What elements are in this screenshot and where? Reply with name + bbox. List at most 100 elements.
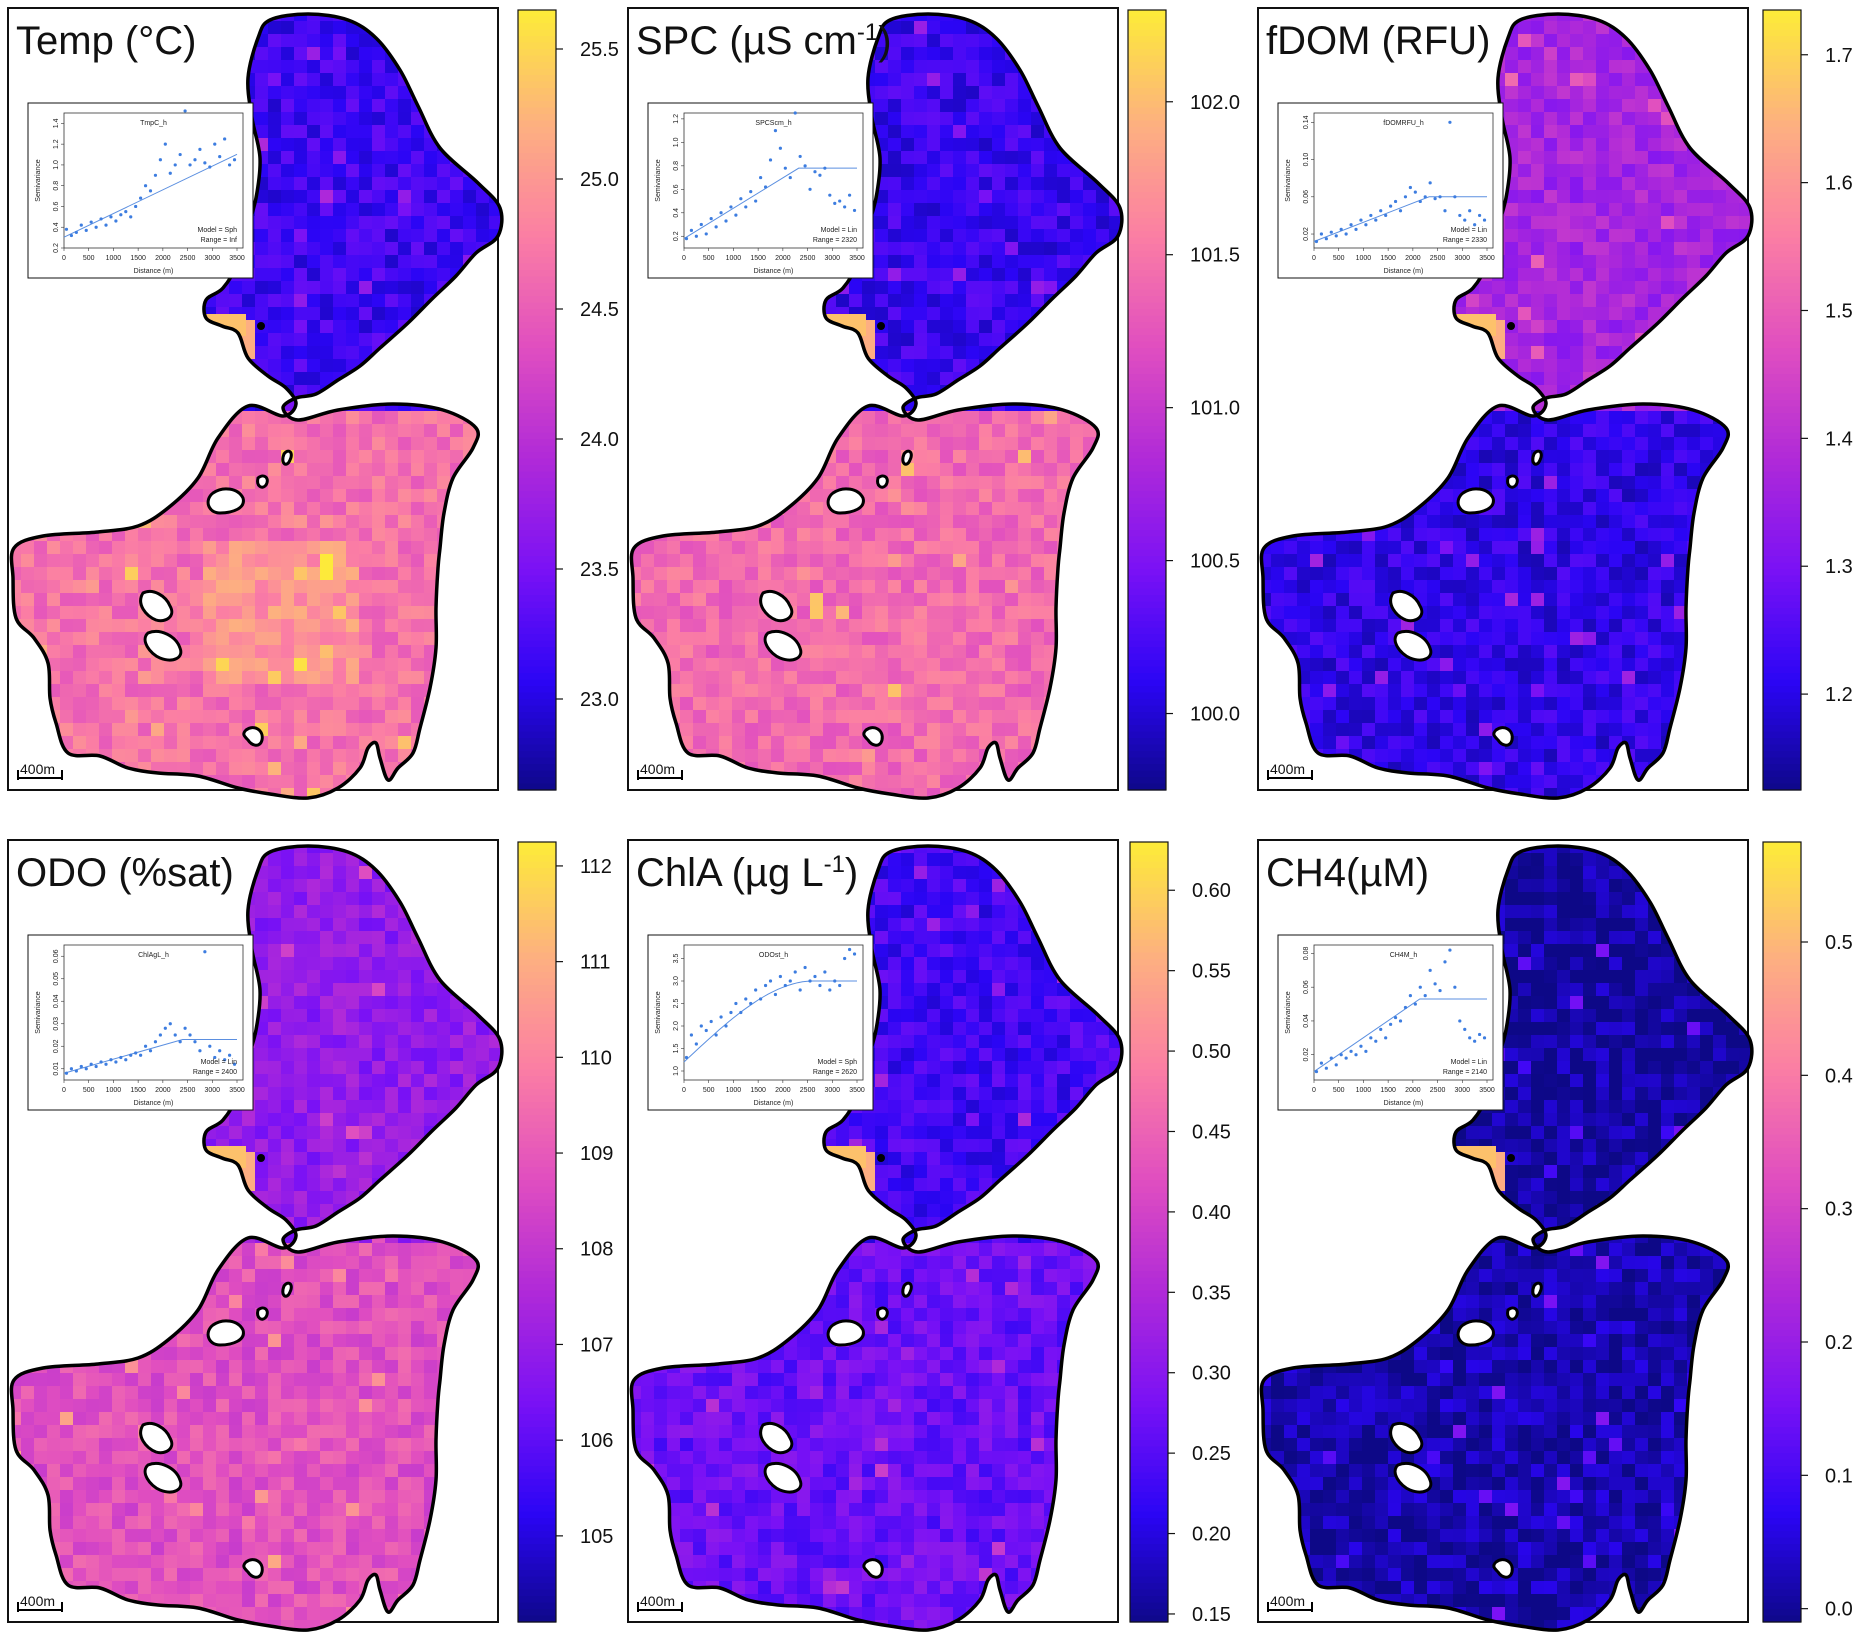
variogram-point: [129, 215, 133, 219]
variogram-point: [773, 129, 778, 133]
variogram-point: [188, 163, 192, 167]
scale-bar: 400m: [17, 761, 63, 780]
variogram-xtick: 3500: [1479, 255, 1495, 262]
variogram-name: CH4M_h: [1390, 952, 1418, 959]
variogram-point: [64, 1071, 69, 1075]
colorbar-tick-label: 0.40: [1192, 1202, 1231, 1224]
variogram-point: [148, 1049, 153, 1053]
variogram-point: [739, 197, 743, 201]
variogram-point: [84, 228, 88, 232]
map-panel-chla: ChlA (µg L-1) 400m ODOst_h 0 500 1000 1500 2000…: [627, 839, 1231, 1632]
island: [1389, 590, 1424, 623]
variogram-point: [1339, 1053, 1343, 1057]
variogram-point: [1448, 120, 1452, 124]
variogram-point: [803, 965, 807, 970]
variogram-point: [1384, 1036, 1388, 1040]
variogram-ytick: 1.0: [53, 160, 60, 170]
variogram-point: [684, 237, 689, 241]
variogram-point: [778, 146, 782, 150]
lake-shoreline: [1259, 12, 1754, 800]
variogram-point: [763, 185, 768, 189]
variogram-ytick: 0.8: [53, 181, 60, 191]
variogram-point: [729, 205, 733, 209]
panel-title: SPC (µS cm-1): [636, 19, 892, 63]
colorbar-tick-label: 0.25: [1192, 1443, 1231, 1465]
scale-bar-label: 400m: [20, 761, 55, 777]
variogram-point: [724, 219, 728, 223]
variogram-point: [163, 1026, 167, 1030]
variogram-point: [719, 1015, 723, 1019]
variogram-point: [1374, 1039, 1378, 1043]
variogram-point: [763, 983, 768, 988]
island: [1393, 1462, 1433, 1494]
scale-bar-label: 400m: [20, 1593, 55, 1609]
variogram-model-text: Model = Sph: [198, 227, 238, 234]
island: [1531, 1281, 1543, 1298]
variogram-point: [134, 204, 138, 209]
variogram-point: [84, 1067, 88, 1071]
island: [1456, 1319, 1495, 1347]
variogram-point: [1319, 1061, 1324, 1065]
variogram-point: [94, 1064, 98, 1069]
colorbar-tick-label: 1.7: [1825, 45, 1853, 67]
variogram-point: [1354, 1053, 1358, 1057]
island: [206, 487, 245, 515]
variogram-xtick: 2000: [155, 255, 171, 262]
variogram-point: [1379, 209, 1383, 213]
island: [1492, 726, 1514, 747]
island: [139, 590, 174, 623]
variogram-point: [1413, 190, 1417, 194]
variogram-xtick: 3000: [824, 1087, 840, 1094]
variogram-point: [734, 213, 738, 217]
colorbar-tick-label: 106: [580, 1430, 613, 1452]
variogram-point: [1428, 968, 1432, 972]
variogram-point: [714, 225, 718, 229]
variogram-xlabel: Distance (m): [1384, 1100, 1424, 1107]
variogram-ytick: 0.4: [673, 208, 680, 218]
variogram-point: [759, 175, 763, 180]
variogram-xtick: 2000: [1405, 1087, 1421, 1094]
variogram-point: [808, 187, 812, 191]
variogram-point: [89, 1062, 93, 1066]
variogram-xtick: 2500: [800, 255, 816, 262]
colorbar-tick-label: 1.6: [1825, 173, 1853, 195]
variogram-xtick: 2000: [775, 1087, 791, 1094]
variogram-inset: SPCScm_h 0 500 1000 1500 2000 2500 3000 3500 0.2 0…: [647, 102, 874, 279]
variogram-model-curve: [1313, 998, 1487, 1072]
variogram-point: [1324, 1066, 1328, 1070]
sampling-point: [1507, 322, 1515, 330]
variogram-point: [158, 158, 162, 162]
variogram-point: [828, 988, 832, 992]
variogram-point: [1433, 982, 1437, 986]
variogram-point: [173, 163, 177, 167]
variogram-point: [689, 1033, 694, 1037]
variogram-point: [218, 155, 222, 159]
variogram-point: [193, 158, 197, 162]
variogram-point: [847, 947, 852, 952]
variogram-point: [168, 1022, 172, 1026]
island: [1393, 630, 1433, 662]
variogram-point: [1463, 218, 1467, 222]
panel-title: CH4(µM): [1266, 851, 1429, 895]
map-panel-temp: Temp (°C) 400m TmpC_h 0 500 1000 1500 2000 2500 3…: [7, 7, 619, 800]
variogram-xtick: 1000: [1356, 255, 1372, 262]
colorbar-tick-label: 105: [580, 1526, 613, 1548]
variogram-point: [818, 173, 822, 177]
variogram-ytick: 0.02: [1303, 1048, 1310, 1062]
scale-bar-label: 400m: [640, 761, 675, 777]
variogram-range-text: Range = 2620: [813, 1069, 857, 1076]
variogram-ytick: 1.0: [673, 1066, 680, 1076]
variogram-point: [193, 1040, 197, 1044]
island: [1506, 1306, 1519, 1321]
variogram-point: [1477, 1032, 1482, 1037]
island: [763, 630, 803, 662]
island: [256, 1306, 269, 1321]
variogram-point: [227, 1053, 232, 1057]
variogram-ytick: 2.0: [673, 1021, 680, 1031]
variogram-xtick: 500: [83, 255, 95, 262]
variogram-point: [64, 227, 69, 231]
variogram-point: [1408, 994, 1412, 998]
variogram-point: [124, 210, 128, 214]
variogram-range-text: Range = 2320: [813, 237, 857, 244]
variogram-xtick: 1000: [1356, 1087, 1372, 1094]
